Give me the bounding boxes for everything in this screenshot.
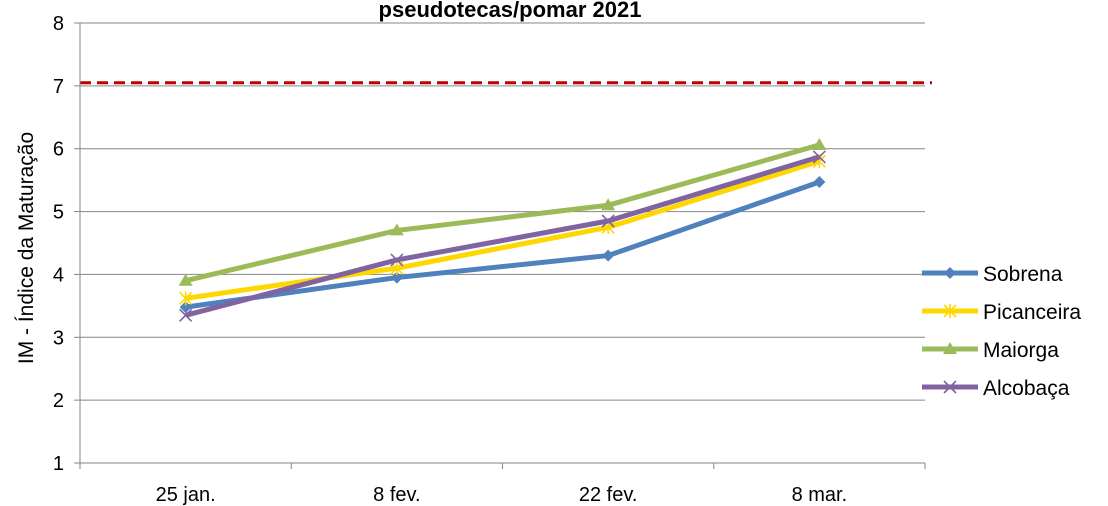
data-point (944, 267, 956, 279)
y-tick-label: 3 (53, 327, 64, 349)
x-tick-label: 22 fev. (579, 484, 638, 506)
y-tick-label: 7 (53, 76, 64, 98)
data-point (943, 380, 957, 394)
legend-item: Maiorga (922, 339, 1059, 362)
series-group (178, 137, 827, 322)
x-tick-label: 25 jan. (156, 484, 216, 506)
legend-item: Sobrena (922, 263, 1063, 286)
legend: Sobrena Picanceira Maiorga Alcobaça (922, 263, 1081, 400)
series-maiorga (178, 137, 827, 286)
data-point (178, 273, 193, 286)
legend-item: Alcobaça (922, 377, 1070, 400)
data-point (389, 223, 404, 236)
legend-label: Picanceira (983, 301, 1081, 324)
gridlines (80, 22, 925, 401)
data-point (943, 304, 957, 318)
legend-label: Sobrena (983, 263, 1063, 286)
series-line (184, 154, 821, 318)
series-line (185, 158, 821, 301)
x-tick-label: 8 fev. (373, 484, 420, 506)
series-sobrena (179, 176, 826, 314)
y-tick-label: 6 (53, 139, 64, 161)
data-point (812, 150, 826, 164)
series-line (185, 142, 821, 284)
legend-item: Picanceira (922, 301, 1081, 324)
data-point (601, 214, 615, 228)
series-picanceira (179, 154, 826, 306)
data-point (390, 271, 403, 284)
data-point (179, 308, 193, 322)
series-line (185, 179, 821, 310)
legend-label: Alcobaça (983, 377, 1070, 400)
y-axis-label: IM - Índice da Maturação (15, 132, 38, 364)
data-point (179, 291, 193, 306)
data-point (943, 342, 957, 354)
data-point (813, 176, 826, 189)
chart-title: pseudotecas/pomar 2021 (379, 0, 642, 22)
data-point (179, 301, 192, 314)
x-tick-label: 8 mar. (792, 484, 848, 506)
y-tick-label: 2 (53, 390, 64, 412)
axes: 1 2 3 4 5 6 7 8 25 jan. 8 fev. 22 fev. 8 mar. (53, 13, 926, 506)
y-tick-label: 5 (53, 202, 64, 224)
y-tick-label: 1 (53, 453, 64, 475)
data-point (390, 253, 404, 267)
series-alcobaça (179, 150, 826, 322)
legend-label: Maiorga (983, 339, 1059, 362)
data-point (601, 198, 616, 211)
y-tick-label: 4 (53, 264, 64, 286)
data-point (602, 249, 615, 262)
y-tick-label: 8 (53, 13, 64, 35)
data-point (812, 137, 827, 150)
